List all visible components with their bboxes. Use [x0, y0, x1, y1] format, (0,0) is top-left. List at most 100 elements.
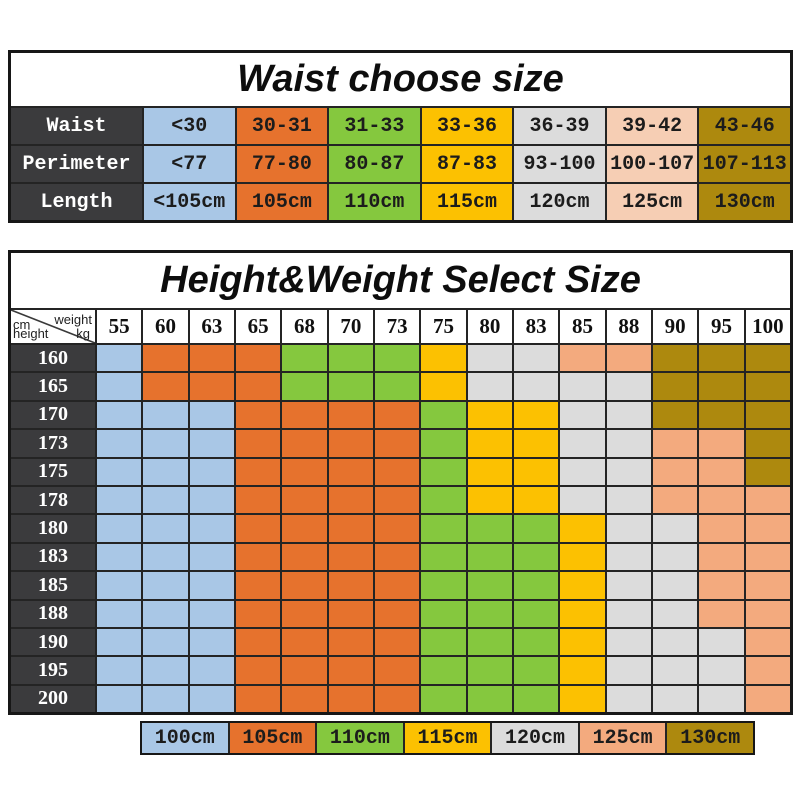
size-cell	[560, 430, 605, 457]
size-cell	[282, 543, 327, 571]
height-label-cell: 165	[11, 373, 95, 400]
size-cell	[421, 572, 466, 599]
size-cell	[328, 543, 373, 571]
size-cell	[652, 628, 698, 656]
height-label-cell: 175	[11, 458, 95, 485]
size-cell	[235, 628, 281, 656]
size-cell	[282, 628, 327, 656]
size-cell	[97, 373, 142, 400]
size-cell	[699, 600, 744, 627]
size-cell	[189, 515, 234, 542]
size-cell	[143, 657, 188, 684]
size-cell	[143, 458, 188, 485]
grid-corner-cell: cm weight height kg	[11, 310, 95, 343]
size-cell	[97, 600, 142, 627]
size-cell	[513, 543, 559, 571]
height-label-cell: 170	[11, 401, 95, 429]
height-weight-table: Height&Weight Select Size cm weight heig…	[8, 250, 793, 716]
size-cell	[421, 345, 466, 372]
size-cell	[513, 373, 559, 400]
height-label-cell: 178	[11, 486, 95, 514]
height-label-cell: 180	[11, 515, 95, 542]
size-cell	[467, 373, 512, 400]
size-cell	[652, 600, 698, 627]
size-cell	[189, 430, 234, 457]
weight-header-cell: 63	[189, 310, 234, 343]
size-cell	[606, 430, 651, 457]
waist-table-grid: Waist <30 30-31 31-33 33-36 36-39 39-42 43-46 Pe…	[11, 106, 790, 220]
size-cell	[652, 685, 698, 713]
size-cell	[374, 430, 420, 457]
size-cell	[560, 657, 605, 684]
size-cell	[699, 657, 744, 684]
size-cell	[235, 458, 281, 485]
waist-size-table: Waist choose size Waist <30 30-31 31-33 33-3…	[8, 50, 793, 223]
size-cell	[235, 373, 281, 400]
size-cell	[235, 515, 281, 542]
size-cell	[699, 486, 744, 514]
size-cell	[374, 572, 420, 599]
size-cell	[652, 657, 698, 684]
size-cell	[606, 572, 651, 599]
size-cell	[143, 572, 188, 599]
size-cell	[328, 458, 373, 485]
size-cell	[560, 515, 605, 542]
size-cell	[421, 430, 466, 457]
size-cell	[652, 572, 698, 599]
size-cell	[374, 345, 420, 372]
size-cell	[606, 515, 651, 542]
size-cell	[513, 685, 559, 713]
size-cell	[745, 458, 790, 485]
size-cell	[328, 572, 373, 599]
size-cell	[189, 628, 234, 656]
height-label-cell: 195	[11, 657, 95, 684]
size-cell	[143, 345, 188, 372]
size-cell	[745, 543, 790, 571]
size-cell	[189, 657, 234, 684]
size-cell	[467, 515, 512, 542]
size-cell	[97, 543, 142, 571]
size-cell	[652, 373, 698, 400]
size-cell	[467, 685, 512, 713]
size-cell	[328, 515, 373, 542]
size-cell	[560, 373, 605, 400]
height-label-cell: 185	[11, 572, 95, 599]
size-cell	[374, 543, 420, 571]
size-cell	[699, 345, 744, 372]
waist-value-cell: 43-46	[699, 108, 790, 144]
size-cell	[652, 486, 698, 514]
weight-header-cell: 60	[143, 310, 188, 343]
size-cell	[699, 373, 744, 400]
size-cell	[745, 515, 790, 542]
size-cell	[421, 628, 466, 656]
size-cell	[189, 458, 234, 485]
waist-value-cell: 33-36	[421, 108, 513, 144]
waist-value-cell: 107-113	[699, 146, 790, 182]
size-cell	[513, 401, 559, 429]
size-cell	[421, 486, 466, 514]
size-cell	[328, 401, 373, 429]
size-cell	[560, 345, 605, 372]
size-cell	[745, 430, 790, 457]
size-cell	[328, 373, 373, 400]
waist-value-cell: 93-100	[514, 146, 605, 182]
size-cell	[745, 572, 790, 599]
size-cell	[143, 373, 188, 400]
waist-value-cell: 110cm	[329, 184, 420, 220]
size-cell	[745, 685, 790, 713]
size-cell	[421, 401, 466, 429]
waist-value-cell: 87-83	[421, 146, 513, 182]
size-cell	[652, 458, 698, 485]
size-cell	[421, 543, 466, 571]
size-cell	[143, 486, 188, 514]
size-cell	[189, 685, 234, 713]
size-cell	[235, 543, 281, 571]
size-cell	[560, 600, 605, 627]
size-cell	[143, 628, 188, 656]
size-cell	[513, 600, 559, 627]
size-cell	[745, 657, 790, 684]
weight-header-cell: 65	[235, 310, 281, 343]
size-legend: 100cm 105cm 110cm 115cm 120cm 125cm 130cm	[140, 721, 755, 755]
size-cell	[513, 486, 559, 514]
